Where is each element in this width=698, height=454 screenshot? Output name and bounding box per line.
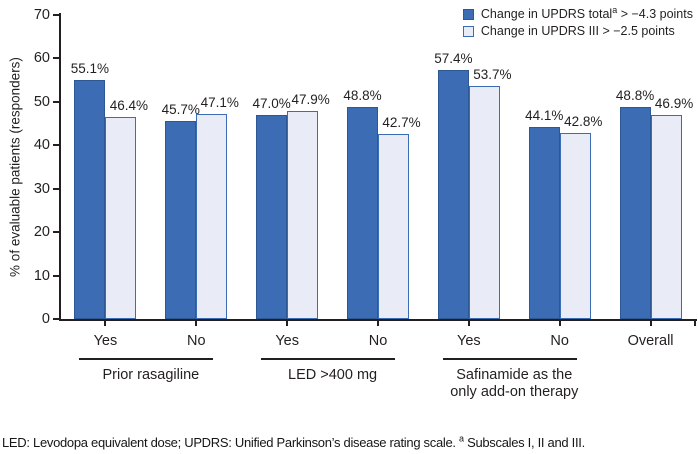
bar-updrs-iii bbox=[196, 114, 228, 319]
bar-updrs-total bbox=[528, 127, 560, 319]
y-tick-label: 40 bbox=[33, 137, 50, 154]
bar-value-label-total: 48.8% bbox=[615, 88, 655, 104]
group-label: Safinamide as the only add-on therapy bbox=[429, 367, 599, 401]
y-tick-label: 60 bbox=[33, 50, 50, 67]
legend-swatch-outline-icon bbox=[462, 25, 474, 37]
bar-updrs-total bbox=[437, 69, 469, 319]
x-tick-label: Yes bbox=[457, 333, 481, 349]
y-axis-tick bbox=[53, 318, 59, 320]
bar-updrs-iii bbox=[287, 110, 319, 319]
y-axis-tick bbox=[53, 187, 59, 190]
y-axis-tick bbox=[53, 274, 59, 277]
group-underline bbox=[79, 358, 214, 360]
bar-value-label-iii: 42.7% bbox=[382, 114, 421, 130]
bar-value-label-total: 55.1% bbox=[70, 60, 110, 76]
bar-updrs-total bbox=[165, 120, 197, 319]
y-axis-line bbox=[59, 13, 61, 321]
bar-value-label-iii: 47.9% bbox=[291, 91, 330, 107]
x-tick-label: Yes bbox=[93, 333, 118, 349]
bar-updrs-iii bbox=[378, 133, 409, 319]
x-axis-tick bbox=[377, 321, 379, 326]
legend: Change in UPDRS totala > −4.3 points Cha… bbox=[462, 4, 693, 41]
group-label: LED >400 mg bbox=[248, 367, 418, 384]
x-axis-tick bbox=[195, 321, 198, 326]
y-tick-label: 10 bbox=[33, 267, 50, 284]
y-axis-tick bbox=[53, 14, 59, 16]
group-label: Prior rasagiline bbox=[66, 367, 236, 384]
group-underline bbox=[261, 358, 395, 360]
bar-updrs-total bbox=[74, 79, 106, 319]
x-tick-label: No bbox=[550, 333, 569, 349]
x-tick-label: No bbox=[187, 333, 206, 349]
y-axis-tick bbox=[53, 100, 59, 103]
bar-value-label-iii: 47.1% bbox=[200, 95, 239, 111]
y-tick-label: 70 bbox=[33, 7, 50, 23]
bar-updrs-total bbox=[256, 114, 288, 319]
bar-value-label-total: 45.7% bbox=[161, 101, 200, 117]
x-axis-line bbox=[59, 319, 697, 321]
y-axis-tick bbox=[53, 57, 59, 60]
x-tick-label: No bbox=[368, 333, 388, 349]
bar-updrs-iii bbox=[468, 85, 500, 319]
bar-value-label-iii: 42.8% bbox=[564, 114, 603, 130]
bar-updrs-iii bbox=[650, 115, 682, 319]
y-tick-label: 0 bbox=[41, 311, 50, 327]
y-axis-tick bbox=[53, 231, 59, 234]
x-axis-tick bbox=[558, 321, 561, 326]
legend-label-updrs-iii: Change in UPDRS III > −2.5 points bbox=[480, 24, 675, 38]
legend-label-updrs-total: Change in UPDRS totala > −4.3 points bbox=[480, 4, 693, 21]
y-tick-label: 30 bbox=[33, 180, 50, 197]
x-axis-end-tick bbox=[694, 321, 696, 326]
bar-value-label-iii: 46.4% bbox=[109, 98, 149, 114]
y-tick-label: 20 bbox=[33, 224, 50, 241]
group-label-line: Prior rasagiline bbox=[102, 367, 200, 383]
x-tick-label: Yes bbox=[275, 333, 299, 349]
x-axis-tick bbox=[104, 321, 107, 326]
y-tick-label: 50 bbox=[33, 93, 50, 110]
group-label-line: only add-on therapy bbox=[450, 384, 579, 400]
group-label-line: Safinamide as the bbox=[456, 367, 573, 383]
legend-item-updrs-total: Change in UPDRS totala > −4.3 points bbox=[462, 4, 693, 21]
bar-value-label-total: 48.8% bbox=[343, 88, 382, 104]
x-axis-tick bbox=[467, 321, 470, 326]
bar-updrs-iii bbox=[105, 117, 137, 319]
legend-item-updrs-iii: Change in UPDRS III > −2.5 points bbox=[462, 24, 693, 38]
group-underline bbox=[442, 358, 577, 360]
bar-value-label-total: 57.4% bbox=[434, 50, 473, 66]
bar-updrs-total bbox=[347, 107, 378, 319]
x-axis-tick bbox=[649, 321, 652, 326]
bar-value-label-total: 47.0% bbox=[252, 95, 291, 111]
x-axis-tick bbox=[286, 321, 289, 326]
group-label-line: LED >400 mg bbox=[288, 367, 378, 383]
bar-value-label-total: 44.1% bbox=[525, 108, 564, 124]
bar-value-label-iii: 53.7% bbox=[473, 66, 512, 82]
legend-swatch-solid-icon bbox=[462, 8, 474, 20]
bar-updrs-iii bbox=[559, 133, 591, 319]
y-axis-tick bbox=[53, 144, 59, 147]
bar-updrs-total bbox=[619, 107, 651, 319]
x-tick-label: Overall bbox=[627, 333, 674, 349]
footnote: LED: Levodopa equivalent dose; UPDRS: Un… bbox=[2, 433, 585, 450]
bar-value-label-iii: 46.9% bbox=[654, 96, 694, 112]
